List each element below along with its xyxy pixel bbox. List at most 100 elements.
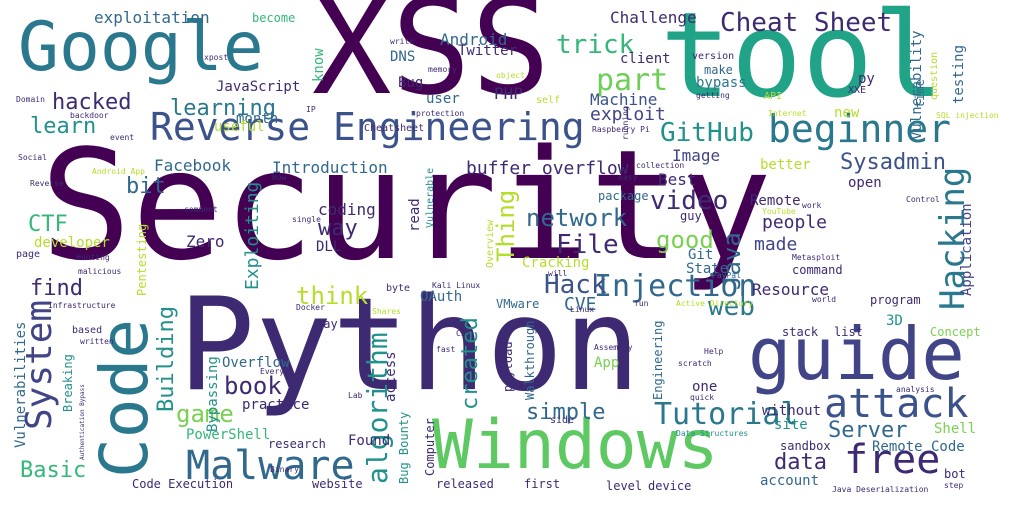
word-best: Best bbox=[658, 170, 697, 189]
word-tutorial: Tutorial bbox=[654, 397, 799, 432]
word-linux: Linux bbox=[570, 305, 595, 314]
word-ctf: CTF bbox=[28, 212, 68, 237]
word-basic: Basic bbox=[20, 458, 87, 483]
word-released: released bbox=[436, 477, 494, 491]
word-help: Help bbox=[704, 347, 724, 356]
word-backdoor: backdoor bbox=[70, 111, 109, 120]
word-data: data bbox=[774, 450, 827, 475]
word-day: Day bbox=[316, 317, 338, 331]
word-question: question bbox=[929, 51, 940, 100]
word-lab: Lab bbox=[348, 391, 363, 400]
word-trick: trick bbox=[556, 30, 635, 60]
word-introduction: Introduction bbox=[272, 158, 388, 177]
word-beginner: beginner bbox=[768, 107, 952, 151]
word-file: File bbox=[556, 230, 619, 260]
word-concept: Concept bbox=[930, 325, 981, 339]
word-paypal: PayPal bbox=[712, 271, 741, 280]
word-find: find bbox=[30, 276, 83, 301]
word-collection: collection bbox=[636, 161, 685, 170]
word-exploitation: exploitation bbox=[94, 8, 210, 27]
word-xpost: xpost bbox=[204, 53, 229, 62]
word-tool: tool bbox=[660, 0, 945, 124]
word-app: App bbox=[594, 355, 620, 371]
word-make: make bbox=[704, 63, 733, 77]
word-hacked: hacked bbox=[52, 90, 132, 115]
word-java-deserialization: Java Deserialization bbox=[832, 485, 929, 494]
word-fast: fast bbox=[436, 345, 456, 354]
word-vulnerable: Vulnerable bbox=[425, 167, 436, 228]
word-every: Every bbox=[260, 367, 285, 376]
word-developer: developer bbox=[34, 235, 110, 251]
word-guide: guide bbox=[748, 312, 965, 396]
word-malware: Malware bbox=[186, 443, 355, 489]
word-made: made bbox=[754, 234, 798, 255]
word-buffer-overflow: buffer overflow bbox=[466, 158, 629, 179]
word-coding: coding bbox=[318, 200, 376, 219]
word-vulnerabilities: Vulnerabilities bbox=[13, 321, 29, 448]
word-active-directory: Active Directory bbox=[676, 299, 754, 308]
word-data-structures: Data Structures bbox=[676, 429, 749, 438]
word-fun: fun bbox=[634, 299, 649, 308]
word-api: API bbox=[764, 91, 783, 102]
word-client: client bbox=[620, 51, 671, 67]
word-vmware: VMware bbox=[496, 297, 540, 311]
word-3d: 3D bbox=[886, 313, 903, 329]
word-exploiting: Exploiting bbox=[242, 181, 263, 290]
word-stack: stack bbox=[782, 325, 819, 339]
word-bug-bounty: Bug Bounty bbox=[397, 411, 411, 484]
word-comment: comment bbox=[184, 205, 218, 214]
word-twitter: Twitter bbox=[458, 43, 518, 59]
word-part: part bbox=[596, 63, 669, 98]
word-zero: Zero bbox=[186, 232, 225, 251]
word-how: How bbox=[272, 173, 287, 182]
word-binary: Binary bbox=[270, 465, 299, 474]
word-android: Android bbox=[440, 30, 508, 49]
word-reverse: Reverse bbox=[30, 179, 64, 188]
word-read: read bbox=[407, 198, 423, 232]
word-image: Image bbox=[672, 146, 721, 165]
word-hack: Hack bbox=[544, 270, 607, 300]
word-self: self bbox=[536, 95, 561, 106]
word-simple: simple bbox=[526, 400, 606, 425]
word-hunting: Hunting bbox=[76, 253, 110, 262]
word-game: game bbox=[176, 400, 234, 428]
word-oauth: OAuth bbox=[420, 289, 463, 305]
word-access: access bbox=[383, 351, 399, 402]
word-overflow: Overflow bbox=[222, 355, 290, 371]
word-metasploit: Metasploit bbox=[792, 253, 841, 262]
word-single: single bbox=[292, 215, 321, 224]
word-first: first bbox=[524, 477, 561, 491]
word-attack: attack bbox=[824, 381, 969, 427]
word-security: Security bbox=[40, 117, 773, 294]
word-write: write bbox=[390, 37, 415, 46]
word-byte: byte bbox=[386, 283, 411, 294]
word-android-app: Android App bbox=[92, 167, 145, 176]
word-google: Google bbox=[18, 8, 264, 87]
word-guy: guy bbox=[680, 209, 702, 223]
word-bypass: bypass bbox=[696, 75, 747, 91]
word-sandbox: sandbox bbox=[780, 439, 831, 453]
word-getting: getting bbox=[696, 91, 730, 100]
word-research: research bbox=[268, 437, 326, 451]
word-will: will bbox=[548, 269, 568, 278]
word-account: account bbox=[760, 473, 820, 489]
word-sysadmin: Sysadmin bbox=[840, 150, 946, 175]
word-overview: Overview bbox=[485, 219, 496, 268]
word-bit: bit bbox=[126, 174, 166, 199]
word-level: level bbox=[606, 479, 643, 493]
word-better: better bbox=[760, 157, 811, 173]
word-internet: Internet bbox=[768, 109, 807, 118]
word-git: Git bbox=[688, 247, 714, 263]
word-protection: protection bbox=[416, 109, 465, 118]
word-way: way bbox=[318, 216, 358, 241]
word-page: page bbox=[16, 249, 41, 260]
word-walkthrough: Walkthrough bbox=[523, 320, 537, 400]
word-new: new bbox=[834, 105, 860, 121]
word-thing: Thing bbox=[492, 189, 520, 262]
word-without: without bbox=[762, 403, 822, 419]
word-dll: DLL bbox=[316, 239, 342, 255]
word-facebook: Facebook bbox=[154, 156, 232, 175]
word-dns: DNS bbox=[390, 49, 416, 65]
word-based: based bbox=[72, 325, 103, 336]
word-malicious: malicious bbox=[78, 267, 122, 276]
